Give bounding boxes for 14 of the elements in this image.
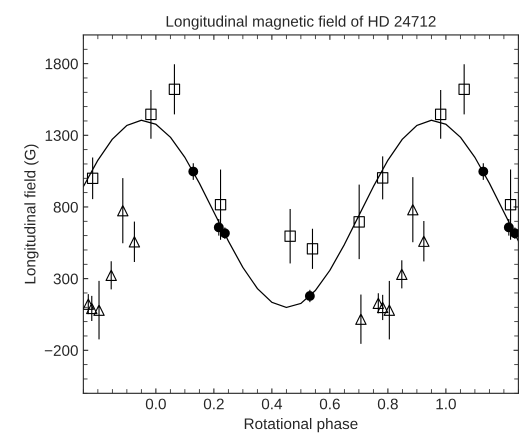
x-tick-label: 0.6	[320, 398, 340, 410]
y-tick-label: 300	[54, 274, 78, 284]
x-tick-label: 0.4	[262, 398, 282, 410]
x-tick-label: 1.0	[436, 398, 456, 410]
x-tick-label: 0.8	[378, 398, 398, 410]
x-tick-label: 0.0	[146, 398, 166, 410]
y-axis-title: Longitudinal field (G)	[24, 144, 39, 284]
x-tick-label: 0.2	[204, 398, 224, 410]
y-tick-label: 1300	[46, 130, 78, 141]
y-tick-label: 1800	[46, 58, 78, 70]
chart-title: Longitudinal magnetic field of HD 24712	[166, 16, 436, 30]
x-axis-title: Rotational phase	[244, 418, 358, 432]
y-tick-label: −200	[44, 345, 78, 356]
y-tick-label: 800	[54, 202, 78, 213]
